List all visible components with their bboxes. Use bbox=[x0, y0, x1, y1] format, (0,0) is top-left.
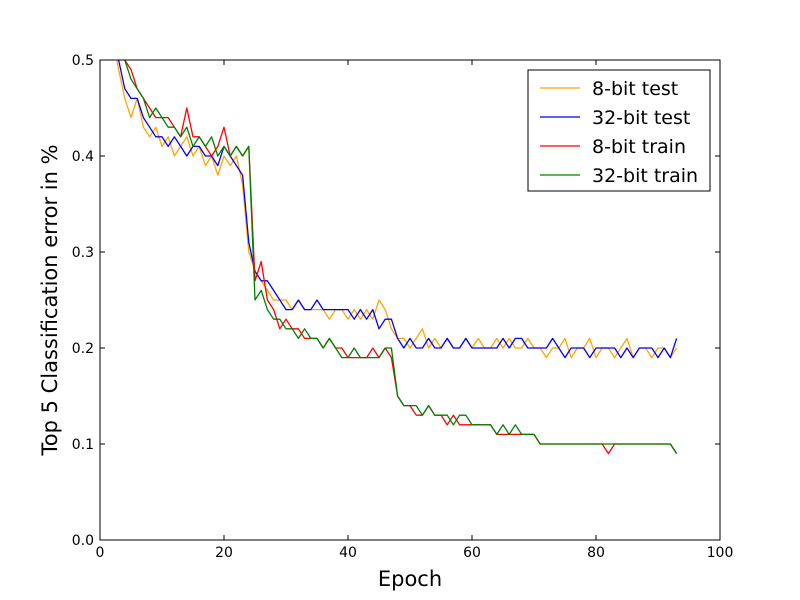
legend-box bbox=[527, 69, 711, 192]
y-tick-label: 0.5 bbox=[72, 53, 94, 69]
legend: 8-bit test 32-bit test 8-bit train 32-bit t… bbox=[527, 69, 711, 192]
legend-entry: 32-bit train bbox=[592, 165, 698, 187]
x-tick-label: 0 bbox=[96, 545, 105, 561]
y-tick-label: 0.0 bbox=[72, 533, 94, 549]
y-tick-label: 0.2 bbox=[72, 341, 94, 357]
x-tick-label: 40 bbox=[339, 545, 357, 561]
x-axis-label: Epoch bbox=[378, 567, 442, 591]
axes-layer: 0 20 40 60 80 100 0.0 0.1 0.2 0.3 0.4 0.5 bbox=[72, 53, 734, 561]
y-tick-label: 0.1 bbox=[72, 437, 94, 453]
y-axis-label: Top 5 Classification error in % bbox=[38, 144, 62, 456]
plot-frame bbox=[99, 59, 721, 541]
x-tick-label: 80 bbox=[587, 545, 605, 561]
y-tick-label: 0.3 bbox=[72, 245, 94, 261]
series-layer bbox=[116, 60, 678, 455]
x-tick-label: 100 bbox=[707, 545, 734, 561]
series-line-32-bit-test bbox=[117, 60, 678, 359]
legend-entry: 8-bit test bbox=[592, 78, 678, 100]
x-tick-label: 20 bbox=[215, 545, 233, 561]
y-tick-label: 0.4 bbox=[72, 149, 94, 165]
legend-entry: 8-bit train bbox=[592, 136, 686, 158]
series-line-32-bit-train bbox=[124, 60, 678, 454]
x-tick-label: 60 bbox=[463, 545, 481, 561]
legend-entry: 32-bit test bbox=[592, 107, 690, 129]
